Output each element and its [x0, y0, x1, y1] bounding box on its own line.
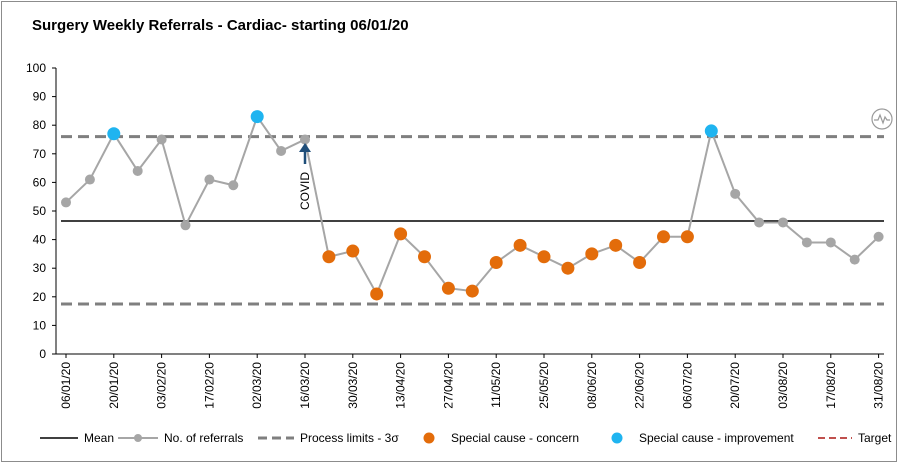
y-tick-label: 30	[33, 261, 47, 275]
data-point	[84, 174, 95, 185]
data-point-concern	[561, 261, 575, 275]
data-point-concern	[465, 284, 479, 298]
legend-label: Special cause - concern	[451, 431, 579, 445]
x-tick-label: 11/05/20	[489, 362, 503, 408]
data-point-concern	[441, 281, 455, 295]
y-tick-label: 10	[33, 318, 47, 332]
x-tick-label: 25/05/20	[537, 362, 551, 409]
x-tick-label: 03/02/20	[155, 362, 169, 409]
legend-item: No. of referrals	[118, 431, 243, 445]
legend-swatch-improvement	[611, 432, 623, 444]
data-point-concern	[418, 250, 431, 264]
data-point-improvement	[250, 110, 264, 124]
data-point-concern	[394, 227, 408, 241]
y-tick-label: 90	[33, 90, 47, 104]
data-point	[61, 197, 71, 208]
x-axis: 06/01/20 20/01/20 03/02/20 17/02/20 02/03/20…	[56, 353, 886, 409]
data-point-concern	[346, 244, 360, 258]
x-tick-label: 22/06/20	[633, 362, 647, 409]
x-tick-label: 13/04/20	[394, 362, 408, 409]
chart-options-icon[interactable]	[871, 108, 893, 130]
y-tick-label: 40	[33, 233, 47, 247]
legend-label: Mean	[84, 431, 114, 445]
x-tick-label: 08/06/20	[585, 362, 599, 409]
data-point	[204, 174, 215, 185]
y-tick-label: 0	[39, 347, 46, 361]
data-point	[276, 145, 287, 156]
data-point	[300, 134, 310, 145]
data-point-concern	[609, 238, 623, 252]
data-point-concern	[322, 250, 336, 264]
legend-label: Special cause - improvement	[639, 431, 794, 445]
y-tick-label: 100	[26, 61, 46, 75]
legend-item: Special cause - improvement	[611, 431, 794, 445]
series-line	[65, 114, 880, 297]
legend-label: Target	[858, 431, 892, 445]
y-tick-label: 20	[33, 290, 47, 304]
x-tick-label: 17/02/20	[202, 362, 216, 409]
y-tick-label: 80	[33, 118, 47, 132]
data-point-concern	[585, 247, 599, 261]
x-tick-label: 30/03/20	[346, 362, 360, 409]
legend-item: Process limits - 3σ	[258, 431, 399, 445]
data-point	[801, 237, 812, 248]
x-tick-label: 27/04/20	[441, 362, 455, 409]
data-point	[778, 217, 788, 228]
y-tick-label: 70	[33, 147, 47, 161]
legend-swatch-marker	[134, 434, 142, 442]
data-point	[132, 165, 143, 176]
legend-label: No. of referrals	[164, 431, 243, 445]
annotations: COVID	[298, 143, 312, 210]
x-tick-label: 03/08/20	[776, 362, 790, 409]
data-point	[754, 217, 765, 228]
reference-lines	[61, 135, 884, 306]
data-point	[873, 231, 884, 242]
x-tick-label: 31/08/20	[872, 362, 886, 409]
data-point	[825, 237, 836, 248]
data-point-concern	[680, 230, 694, 244]
covid-annotation: COVID	[298, 172, 312, 210]
data-point-improvement	[704, 124, 718, 138]
data-point-concern	[657, 230, 670, 244]
data-point	[849, 254, 860, 265]
data-point	[228, 180, 239, 191]
legend-label: Process limits - 3σ	[300, 431, 399, 445]
x-tick-label: 20/01/20	[107, 362, 121, 409]
data-point-concern	[513, 238, 527, 252]
covid-arrow-head	[299, 143, 311, 152]
legend-item: Mean	[40, 431, 114, 445]
x-tick-label: 06/07/20	[680, 362, 694, 409]
data-point	[180, 220, 191, 231]
legend-item: Target	[818, 431, 892, 445]
x-tick-label: 20/07/20	[728, 362, 742, 409]
data-point-improvement	[107, 127, 121, 141]
data-point	[730, 188, 741, 199]
data-point-concern	[370, 287, 384, 301]
series-referrals	[61, 110, 884, 301]
x-tick-label: 17/08/20	[824, 362, 838, 409]
data-point-concern	[537, 250, 551, 264]
chart-title: Surgery Weekly Referrals - Cardiac- star…	[32, 17, 409, 34]
x-tick-label: 02/03/20	[250, 362, 264, 409]
legend-item: Special cause - concern	[423, 431, 579, 445]
legend: Mean No. of referrals Process limits - 3σ S…	[40, 431, 892, 445]
y-tick-label: 50	[33, 204, 47, 218]
x-tick-label: 06/01/20	[59, 362, 73, 409]
data-point-concern	[633, 255, 647, 269]
data-point	[156, 134, 167, 145]
legend-swatch-concern	[423, 432, 435, 444]
y-axis: 0 10 20 30 40 50 60 70 80 90 100	[26, 61, 57, 361]
data-point-concern	[489, 255, 503, 269]
y-tick-label: 60	[33, 175, 47, 189]
x-tick-label: 16/03/20	[298, 362, 312, 409]
